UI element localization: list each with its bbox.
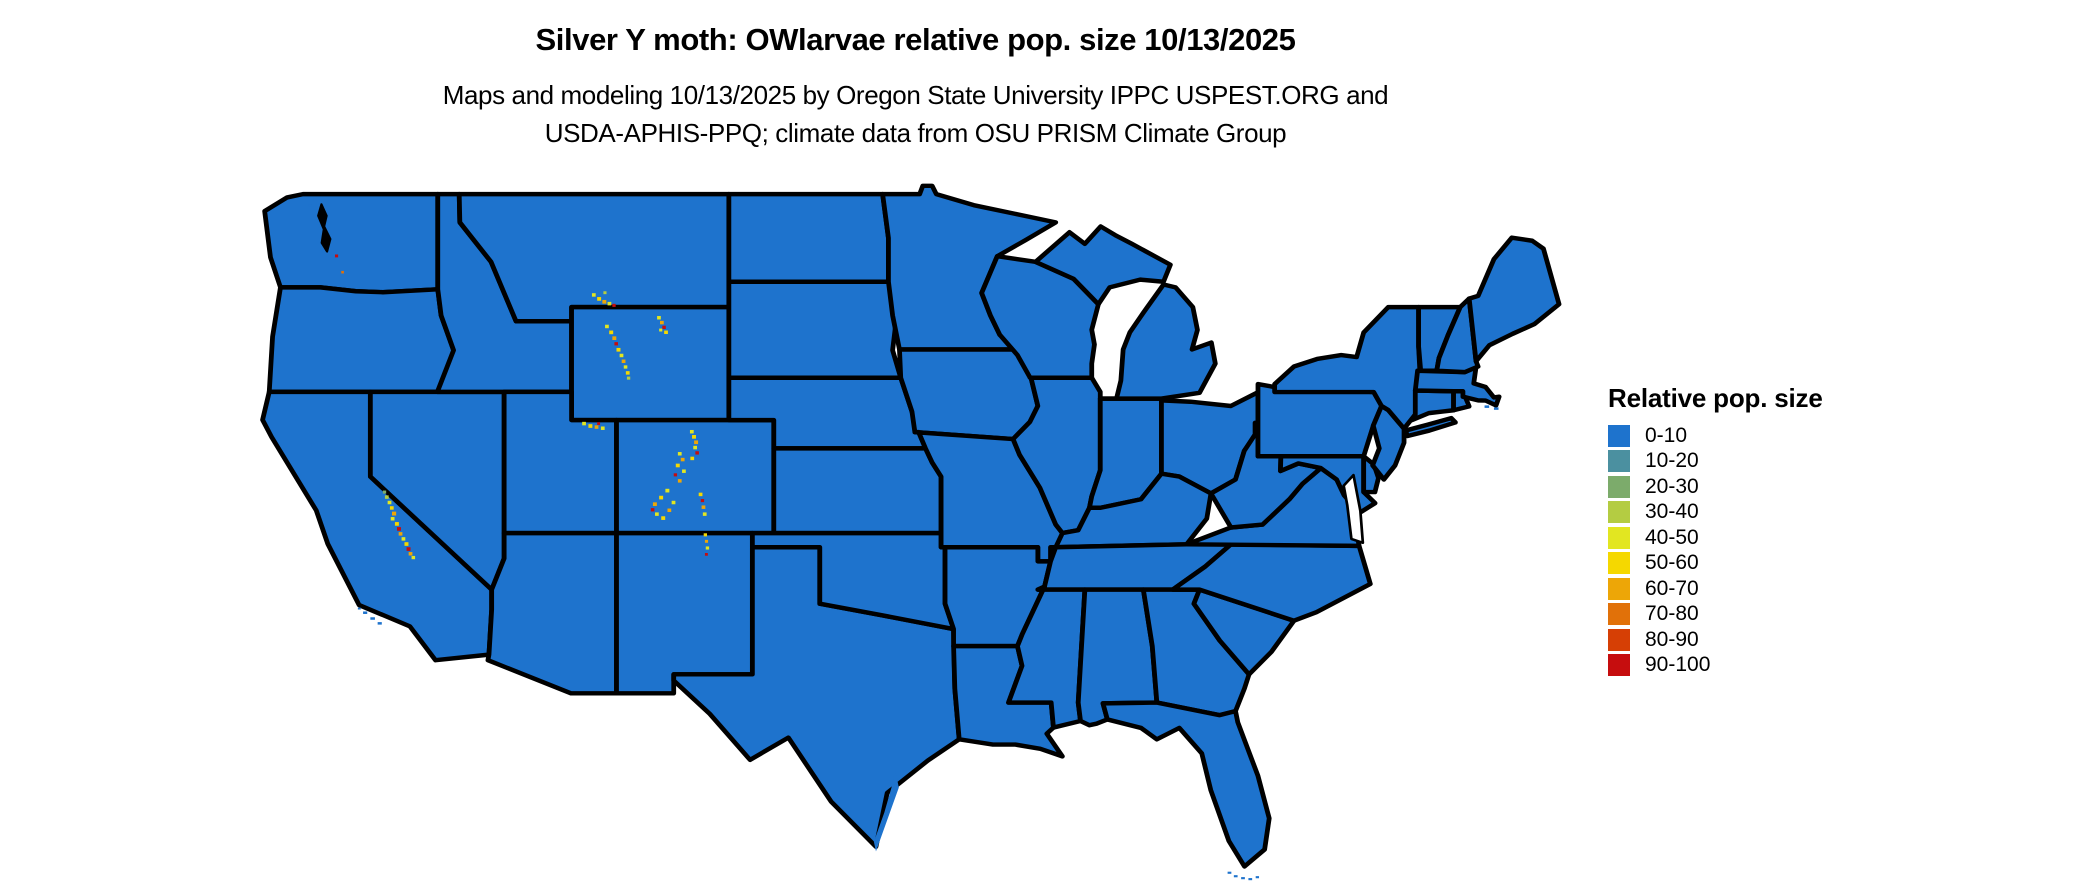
san-juan-island — [308, 204, 312, 207]
legend-item: 30-40 — [1608, 500, 1823, 526]
legend-label: 50-60 — [1645, 551, 1699, 575]
florida-key — [1241, 877, 1245, 880]
state-michigan-upper — [1033, 224, 1173, 307]
legend-swatch — [1608, 654, 1630, 677]
islands-layer — [308, 198, 1499, 881]
legend-label: 0-10 — [1645, 423, 1688, 447]
florida-key — [1233, 875, 1238, 878]
state-wyoming — [569, 304, 732, 423]
legend-swatch — [1608, 424, 1630, 447]
legend-swatch — [1608, 501, 1630, 524]
state-north-dakota — [726, 191, 891, 284]
state-kansas — [771, 446, 944, 536]
legend-label: 40-50 — [1645, 525, 1699, 549]
legend-item: 60-70 — [1608, 576, 1823, 602]
legend-item: 40-50 — [1608, 525, 1823, 551]
florida-key — [1227, 871, 1232, 874]
hotspot-colorado-rockies — [650, 429, 707, 520]
long-island — [1403, 415, 1458, 439]
state-north-carolina — [1170, 542, 1373, 623]
state-massachusetts — [1412, 364, 1502, 408]
states-layer — [260, 183, 1562, 869]
state-oregon — [266, 285, 456, 395]
state-south-dakota — [726, 279, 904, 380]
padre-island — [873, 768, 899, 852]
state-new-mexico — [614, 530, 755, 696]
legend-item: 80-90 — [1608, 627, 1823, 653]
hotspot-cascades — [334, 254, 344, 274]
page-title: Silver Y moth: OWlarvae relative pop. si… — [535, 22, 1296, 57]
legend-swatch — [1608, 603, 1630, 626]
hotspot-wind-river — [605, 324, 631, 380]
state-florida — [1100, 700, 1272, 869]
legend-label: 70-80 — [1645, 602, 1699, 626]
legend-swatch — [1608, 526, 1630, 549]
nantucket — [1493, 407, 1499, 410]
legend-swatch — [1608, 552, 1630, 575]
legend-item: 90-100 — [1608, 653, 1823, 679]
state-arizona — [485, 530, 619, 696]
channel-island — [377, 622, 382, 625]
legend-label: 30-40 — [1645, 500, 1699, 524]
legend-item: 50-60 — [1608, 551, 1823, 577]
legend-item: 0-10 — [1608, 423, 1823, 449]
state-pennsylvania — [1255, 381, 1384, 459]
legend-items: 0-10 10-20 20-30 30-40 40-50 50-60 60-70… — [1608, 423, 1823, 678]
state-washington — [262, 191, 441, 295]
legend-title: Relative pop. size — [1608, 383, 1823, 413]
channel-island — [370, 617, 375, 620]
subtitle-line-2: USDA-APHIS-PPQ; climate data from OSU PR… — [544, 118, 1287, 148]
legend-swatch — [1608, 450, 1630, 473]
legend-label: 90-100 — [1645, 653, 1711, 677]
channel-island — [363, 611, 368, 614]
legend-label: 10-20 — [1645, 449, 1699, 473]
hotspot-sangre-de-cristo — [703, 533, 710, 556]
legend-label: 20-30 — [1645, 474, 1699, 498]
subtitle-line-1: Maps and modeling 10/13/2025 by Oregon S… — [442, 80, 1389, 110]
legend-item: 70-80 — [1608, 602, 1823, 628]
state-connecticut — [1409, 388, 1456, 423]
hotspot-absaroka-beartooth — [591, 291, 616, 307]
state-maine — [1466, 235, 1562, 364]
puget-sound — [317, 203, 332, 253]
legend-swatch — [1608, 577, 1630, 600]
state-michigan-lower — [1097, 282, 1218, 401]
us-map — [258, 180, 1573, 892]
florida-key — [1248, 878, 1253, 881]
legend-swatch — [1608, 628, 1630, 651]
legend-label: 60-70 — [1645, 576, 1699, 600]
legend: Relative pop. size 0-10 10-20 20-30 30-4… — [1608, 383, 1823, 678]
hotspot-uinta — [582, 421, 605, 430]
marthas-vineyard — [1484, 405, 1490, 408]
channel-island — [357, 607, 361, 610]
legend-label: 80-90 — [1645, 627, 1699, 651]
chesapeake-bay — [1342, 473, 1365, 545]
state-iowa — [897, 347, 1041, 442]
page-subtitle: Maps and modeling 10/13/2025 by Oregon S… — [208, 76, 1623, 152]
hotspot-bighorn — [657, 316, 668, 335]
florida-key — [1255, 876, 1260, 879]
us-map-svg — [260, 183, 1562, 881]
hotspot-sierra-nevada — [382, 490, 416, 560]
san-juan-island — [313, 198, 317, 202]
legend-swatch — [1608, 475, 1630, 498]
legend-item: 20-30 — [1608, 474, 1823, 500]
legend-item: 10-20 — [1608, 449, 1823, 475]
